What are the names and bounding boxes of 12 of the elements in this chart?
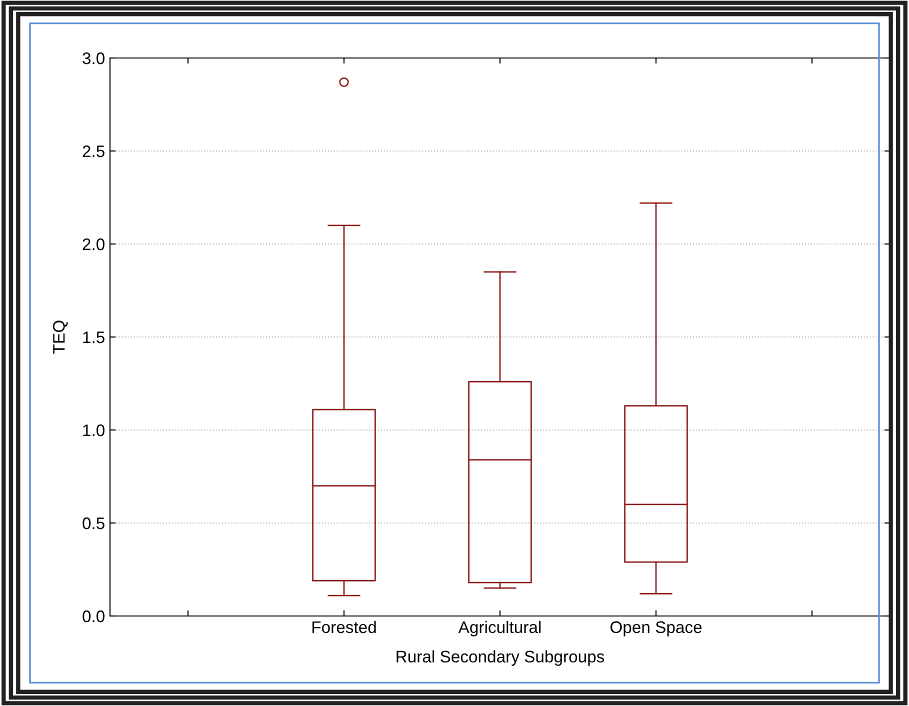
y-tick-label: 1.0 [83,424,104,436]
x-axis-title: Rural Secondary Subgroups [396,650,604,666]
y-tick-label: 1.5 [83,332,104,344]
y-tick-label: 2.5 [82,145,104,158]
y-tick-label: 2.0 [82,238,104,250]
x-tick-label: Agricultural [458,620,541,636]
y-tick-label: 0.5 [82,517,104,530]
y-tick-label: 3.0 [82,52,104,64]
x-tick-label: Forested [312,620,376,634]
x-tick-label: Open Space [610,621,702,636]
y-axis-title: TEQ [52,320,68,354]
y-tick-label: 0.0 [82,610,104,622]
